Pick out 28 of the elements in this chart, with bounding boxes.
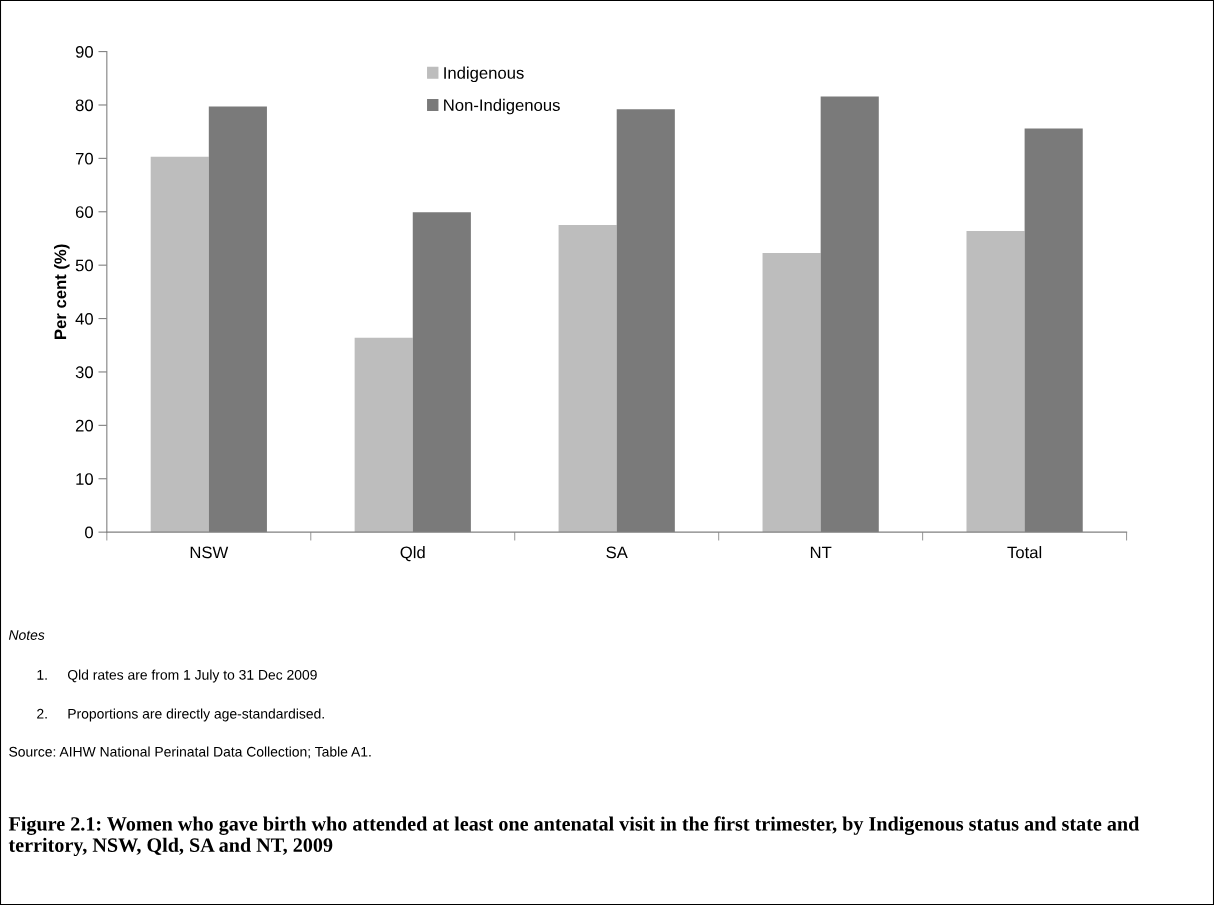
y-tick-label: 40	[75, 312, 93, 325]
y-axis-title: Per cent (%)	[54, 244, 70, 339]
bar	[150, 156, 209, 533]
y-tick-label: 20	[75, 419, 93, 432]
bar	[762, 252, 821, 533]
y-tick-label: 0	[85, 526, 93, 539]
text: Notes	[8, 630, 45, 640]
bar	[966, 230, 1025, 533]
y-tick-label: 10	[76, 473, 93, 485]
y-tick-label: 80	[75, 99, 93, 112]
y-tick-label: 50	[75, 259, 93, 272]
y-tick-label: 60	[75, 206, 93, 218]
text: Figure 2.1: Women who gave birth who attended at least one antenatal visit in the first trimester, by Indigenous status and state and territory, NSW, Qld, SA and NT, 2009	[8, 816, 1140, 857]
source-note: Source: AIHW National Perinatal Data Collection; Table A1.	[9, 746, 371, 759]
x-tick-label: NT	[810, 546, 832, 559]
legend-label: Non-Indigenous	[444, 98, 560, 115]
text: 1. Qld rates are from 1 July to 31 Dec 2009	[37, 669, 317, 683]
y-tick-label: 30	[75, 366, 93, 379]
x-tick-label: NSW	[190, 546, 229, 559]
x-tick-label: SA	[606, 546, 628, 559]
legend-label: Indigenous	[444, 66, 524, 83]
x-tick-label: Qld	[400, 546, 425, 562]
text: 2. Proportions are directly age-standardised.	[37, 708, 324, 722]
x-tick-label: Total	[1007, 546, 1042, 559]
y-tick-label: 90	[75, 45, 93, 58]
y-tick-label: 70	[75, 152, 93, 165]
bar	[354, 337, 413, 533]
bar	[558, 225, 617, 533]
